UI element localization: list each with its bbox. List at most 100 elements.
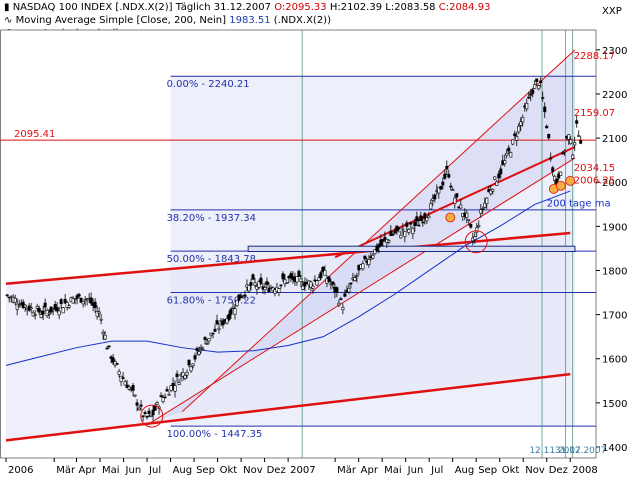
candle-body	[239, 296, 243, 299]
candle-body	[317, 277, 321, 281]
candle-body	[451, 189, 455, 191]
candle-body	[205, 343, 209, 345]
candle-body	[233, 308, 237, 315]
candle-body	[105, 347, 109, 350]
uptrend-upper-line	[181, 49, 576, 413]
candle-body	[27, 305, 31, 311]
candle-body	[535, 78, 539, 82]
candle-body	[483, 202, 487, 208]
candle-body	[131, 385, 135, 391]
x-tick-label: Sep	[196, 465, 215, 476]
close-value: C:2084.93	[438, 2, 491, 13]
candle-body	[295, 276, 299, 283]
candle-body	[411, 227, 415, 235]
candle-body	[23, 304, 27, 308]
candle-body	[391, 233, 395, 236]
candle-body	[333, 286, 337, 293]
candle-body	[125, 384, 129, 389]
y-tick-label: 1800	[602, 266, 627, 277]
candle-body	[209, 332, 213, 336]
candle-body	[445, 165, 449, 170]
candle-body	[537, 85, 541, 90]
date-label-end: 31.12.2007	[555, 446, 607, 456]
candle-body	[91, 302, 95, 306]
candle-body	[479, 209, 483, 214]
candle-body	[323, 270, 327, 276]
candle-body	[457, 206, 461, 209]
candle-body	[251, 274, 255, 280]
candle-body	[505, 152, 509, 156]
sma200-line	[5, 190, 571, 366]
candle-body	[431, 198, 435, 201]
indicator-name: Moving Average Simple [Close, 200, Nein]	[15, 15, 227, 26]
open-value: O:2095.33	[274, 2, 327, 13]
candle-body	[195, 348, 199, 351]
x-tick-label: Dez	[267, 465, 286, 476]
candle-body	[141, 415, 145, 418]
candle-body	[343, 293, 347, 297]
candle-body	[429, 203, 433, 210]
candle-body	[37, 308, 41, 313]
candle-body	[173, 385, 177, 392]
candle-body	[163, 396, 167, 399]
sma200-label: 200 tage ma	[547, 198, 611, 209]
candle-body	[229, 308, 233, 315]
candle-body	[455, 193, 459, 198]
candle-body	[169, 385, 173, 391]
candle-body	[203, 337, 207, 340]
candle-body	[363, 255, 367, 260]
header-instrument: ▮ NASDAQ 100 INDEX [.NDX.X(2)] Täglich 3…	[4, 2, 490, 14]
candle-body	[449, 185, 453, 188]
candle-body	[417, 224, 421, 227]
y-tick-label: 2100	[602, 134, 627, 145]
candle-body	[179, 374, 183, 377]
candle-body	[155, 402, 159, 405]
candle-body	[301, 285, 305, 290]
candle-body	[287, 276, 291, 279]
candle-body	[99, 318, 103, 321]
candle-body	[307, 280, 311, 286]
candle-body	[389, 230, 393, 237]
candle-body	[101, 332, 105, 335]
fib-level-label: 0.00% - 2240.21	[167, 79, 250, 90]
candle-body	[15, 303, 19, 310]
candle-body	[523, 105, 527, 108]
candle-body	[211, 332, 215, 335]
candle-body	[269, 286, 273, 289]
fib-level-label: 50.00% - 1843.78	[167, 254, 256, 265]
touch-marker	[555, 180, 566, 191]
candle-body	[61, 307, 65, 314]
candle-body	[481, 208, 485, 211]
candle-body	[165, 389, 169, 392]
x-tick-label: Mär	[337, 465, 357, 476]
candle-body	[137, 407, 141, 411]
candle-body	[221, 321, 225, 326]
line-icon: ∿	[4, 15, 13, 26]
candle-body	[475, 227, 479, 233]
candle-body	[67, 305, 71, 308]
x-tick-label: 2007	[290, 465, 315, 476]
candle-body	[49, 306, 53, 313]
candle-body	[353, 277, 357, 281]
x-tick-label: 2006	[8, 465, 33, 476]
candle-body	[359, 264, 363, 269]
candle-body	[237, 294, 241, 301]
candle-body	[425, 217, 429, 222]
header-indicator: ∿ Moving Average Simple [Close, 200, Nei…	[4, 15, 331, 27]
candle-body	[325, 278, 329, 284]
candle-body	[13, 297, 17, 303]
candle-body	[327, 276, 331, 282]
candle-body	[71, 297, 75, 304]
fib-shaded-area	[170, 76, 575, 427]
candle-body	[59, 299, 63, 305]
instrument-name: NASDAQ 100 INDEX [.NDX.X(2)]	[12, 2, 173, 13]
candle-body	[25, 307, 29, 311]
y-tick-label: 1900	[602, 222, 627, 233]
candle-body	[563, 150, 567, 153]
x-tick-label: Jun	[407, 465, 424, 476]
candle-body	[79, 297, 83, 303]
fib-level-label: 61.80% - 1750.22	[167, 295, 256, 306]
candle-body	[21, 301, 25, 308]
